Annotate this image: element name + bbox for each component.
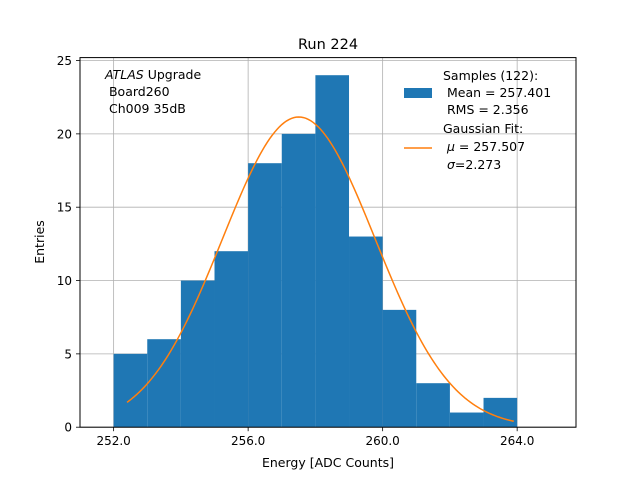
legend-fit-mu-value: = 257.507 — [455, 139, 525, 154]
annotation-upgrade-text: Upgrade — [144, 67, 202, 82]
x-tick-label-3: 264.0 — [500, 434, 534, 448]
annotation-line-1: ATLAS Upgrade — [104, 67, 201, 82]
fit-curve-line — [126, 116, 514, 422]
gaussian-fit-curve — [126, 116, 514, 422]
legend-fit-sigma-value: =2.273 — [455, 157, 501, 172]
legend: Samples (122): Mean = 257.401 RMS = 2.35… — [404, 68, 551, 172]
y-axis-ticks: 0 5 10 15 20 25 — [57, 54, 80, 435]
histogram-bar-8 — [382, 309, 417, 428]
histogram-bar-3 — [214, 251, 249, 428]
chart-title: Run 224 — [298, 37, 358, 53]
annotation-atlas-italic: ATLAS — [104, 67, 144, 82]
legend-fit-mu-symbol: μ — [446, 139, 455, 154]
y-tick-label-1: 5 — [64, 347, 72, 361]
legend-histogram-line-3: RMS = 2.356 — [443, 102, 529, 117]
legend-fit-line-1: Gaussian Fit: — [443, 121, 523, 136]
y-tick-label-3: 15 — [57, 201, 72, 215]
legend-fit-line-2: μ = 257.507 — [443, 139, 525, 154]
histogram-bar-10 — [449, 412, 484, 428]
x-axis-ticks: 252.0 256.0 260.0 264.0 — [96, 427, 534, 448]
histogram-bar-5 — [281, 133, 316, 428]
y-axis-label: Entries — [32, 220, 47, 264]
legend-fit-line-3: σ=2.273 — [443, 157, 501, 172]
legend-fit-sigma-symbol: σ — [447, 157, 456, 172]
atlas-annotation: ATLAS Upgrade Board260 Ch009 35dB — [104, 67, 201, 116]
y-tick-label-2: 10 — [57, 274, 72, 288]
histogram-bar-4 — [248, 163, 282, 428]
histogram-bar-6 — [315, 75, 350, 428]
annotation-line-3: Ch009 35dB — [105, 101, 186, 116]
plot-area-frame — [79, 57, 577, 428]
histogram-bar-7 — [349, 236, 383, 428]
histogram-bars — [113, 75, 518, 428]
histogram-bar-9 — [416, 383, 450, 428]
legend-histogram-swatch — [404, 88, 432, 98]
x-tick-label-0: 252.0 — [96, 434, 130, 448]
legend-histogram-line-2: Mean = 257.401 — [443, 85, 551, 100]
y-tick-label-5: 25 — [57, 54, 72, 68]
legend-histogram-line-1: Samples (122): — [443, 68, 538, 83]
y-tick-label-4: 20 — [57, 127, 72, 141]
histogram-bar-0 — [113, 353, 148, 428]
x-tick-label-1: 256.0 — [231, 434, 265, 448]
y-tick-label-0: 0 — [64, 421, 72, 435]
histogram-bar-2 — [180, 280, 215, 428]
x-axis-label: Energy [ADC Counts] — [262, 455, 394, 470]
histogram-bar-1 — [147, 339, 181, 428]
annotation-line-2: Board260 — [105, 84, 170, 99]
x-tick-label-2: 260.0 — [365, 434, 399, 448]
